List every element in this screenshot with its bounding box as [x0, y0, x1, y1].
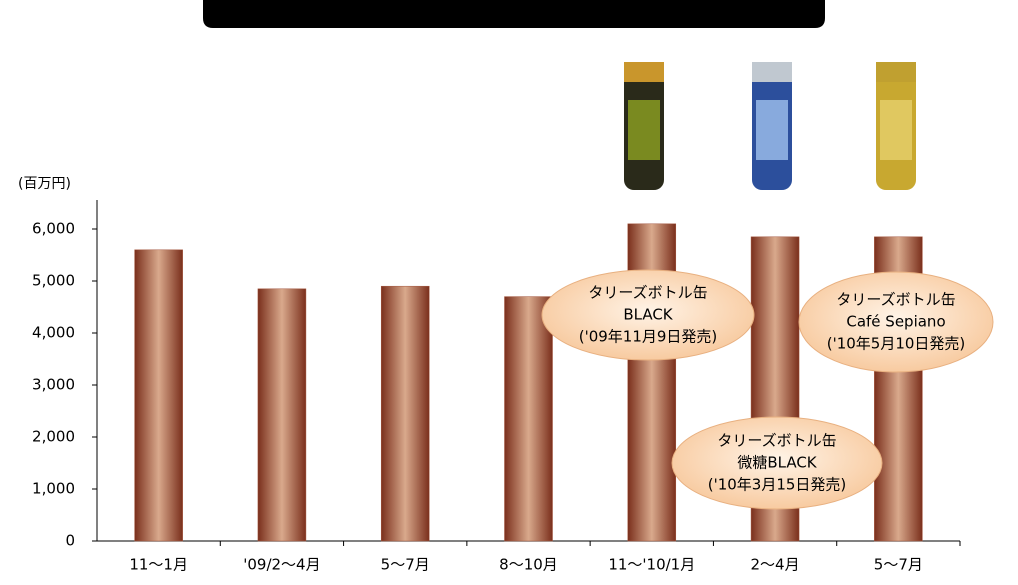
callout-text: 微糖BLACK [737, 454, 817, 472]
y-tick-label: 6,000 [32, 220, 75, 238]
x-tick-label: 2～4月 [751, 556, 800, 574]
x-tick-label: 5～7月 [381, 556, 430, 574]
y-tick-label: 5,000 [32, 272, 75, 290]
x-tick-label: 5～7月 [874, 556, 923, 574]
callout-bubble [798, 271, 994, 373]
bar [380, 285, 430, 542]
callout-text: タリーズボトル缶 [836, 291, 955, 309]
y-tick-label: 3,000 [32, 376, 75, 394]
callout-text: ('10年3月15日発売) [708, 476, 847, 494]
header-bar [203, 0, 825, 28]
callout-text: ('10年5月10日発売) [827, 335, 966, 353]
x-tick-label: 8～10月 [499, 556, 558, 574]
bar [504, 296, 553, 542]
x-tick-label: '09/2～4月 [243, 556, 320, 574]
y-tick-label: 0 [65, 532, 75, 550]
callout-text: Café Sepiano [846, 313, 945, 331]
callout-text: タリーズボトル缶 [717, 432, 836, 450]
x-tick-label: 11～'10/1月 [608, 556, 695, 574]
callout-bubble [541, 269, 755, 361]
y-tick-label: 4,000 [32, 324, 75, 342]
callout-text: BLACK [623, 306, 673, 324]
product-images [624, 62, 916, 190]
bar [134, 249, 183, 542]
callout-text: タリーズボトル缶 [588, 284, 707, 302]
y-unit-label: (百万円) [18, 176, 71, 192]
bar [257, 288, 307, 542]
y-tick-label: 1,000 [32, 480, 75, 498]
callout-bubble [671, 416, 883, 510]
y-tick-label: 2,000 [32, 428, 75, 446]
callout-text: ('09年11月9日発売) [579, 328, 718, 346]
x-tick-label: 11～1月 [129, 556, 188, 574]
